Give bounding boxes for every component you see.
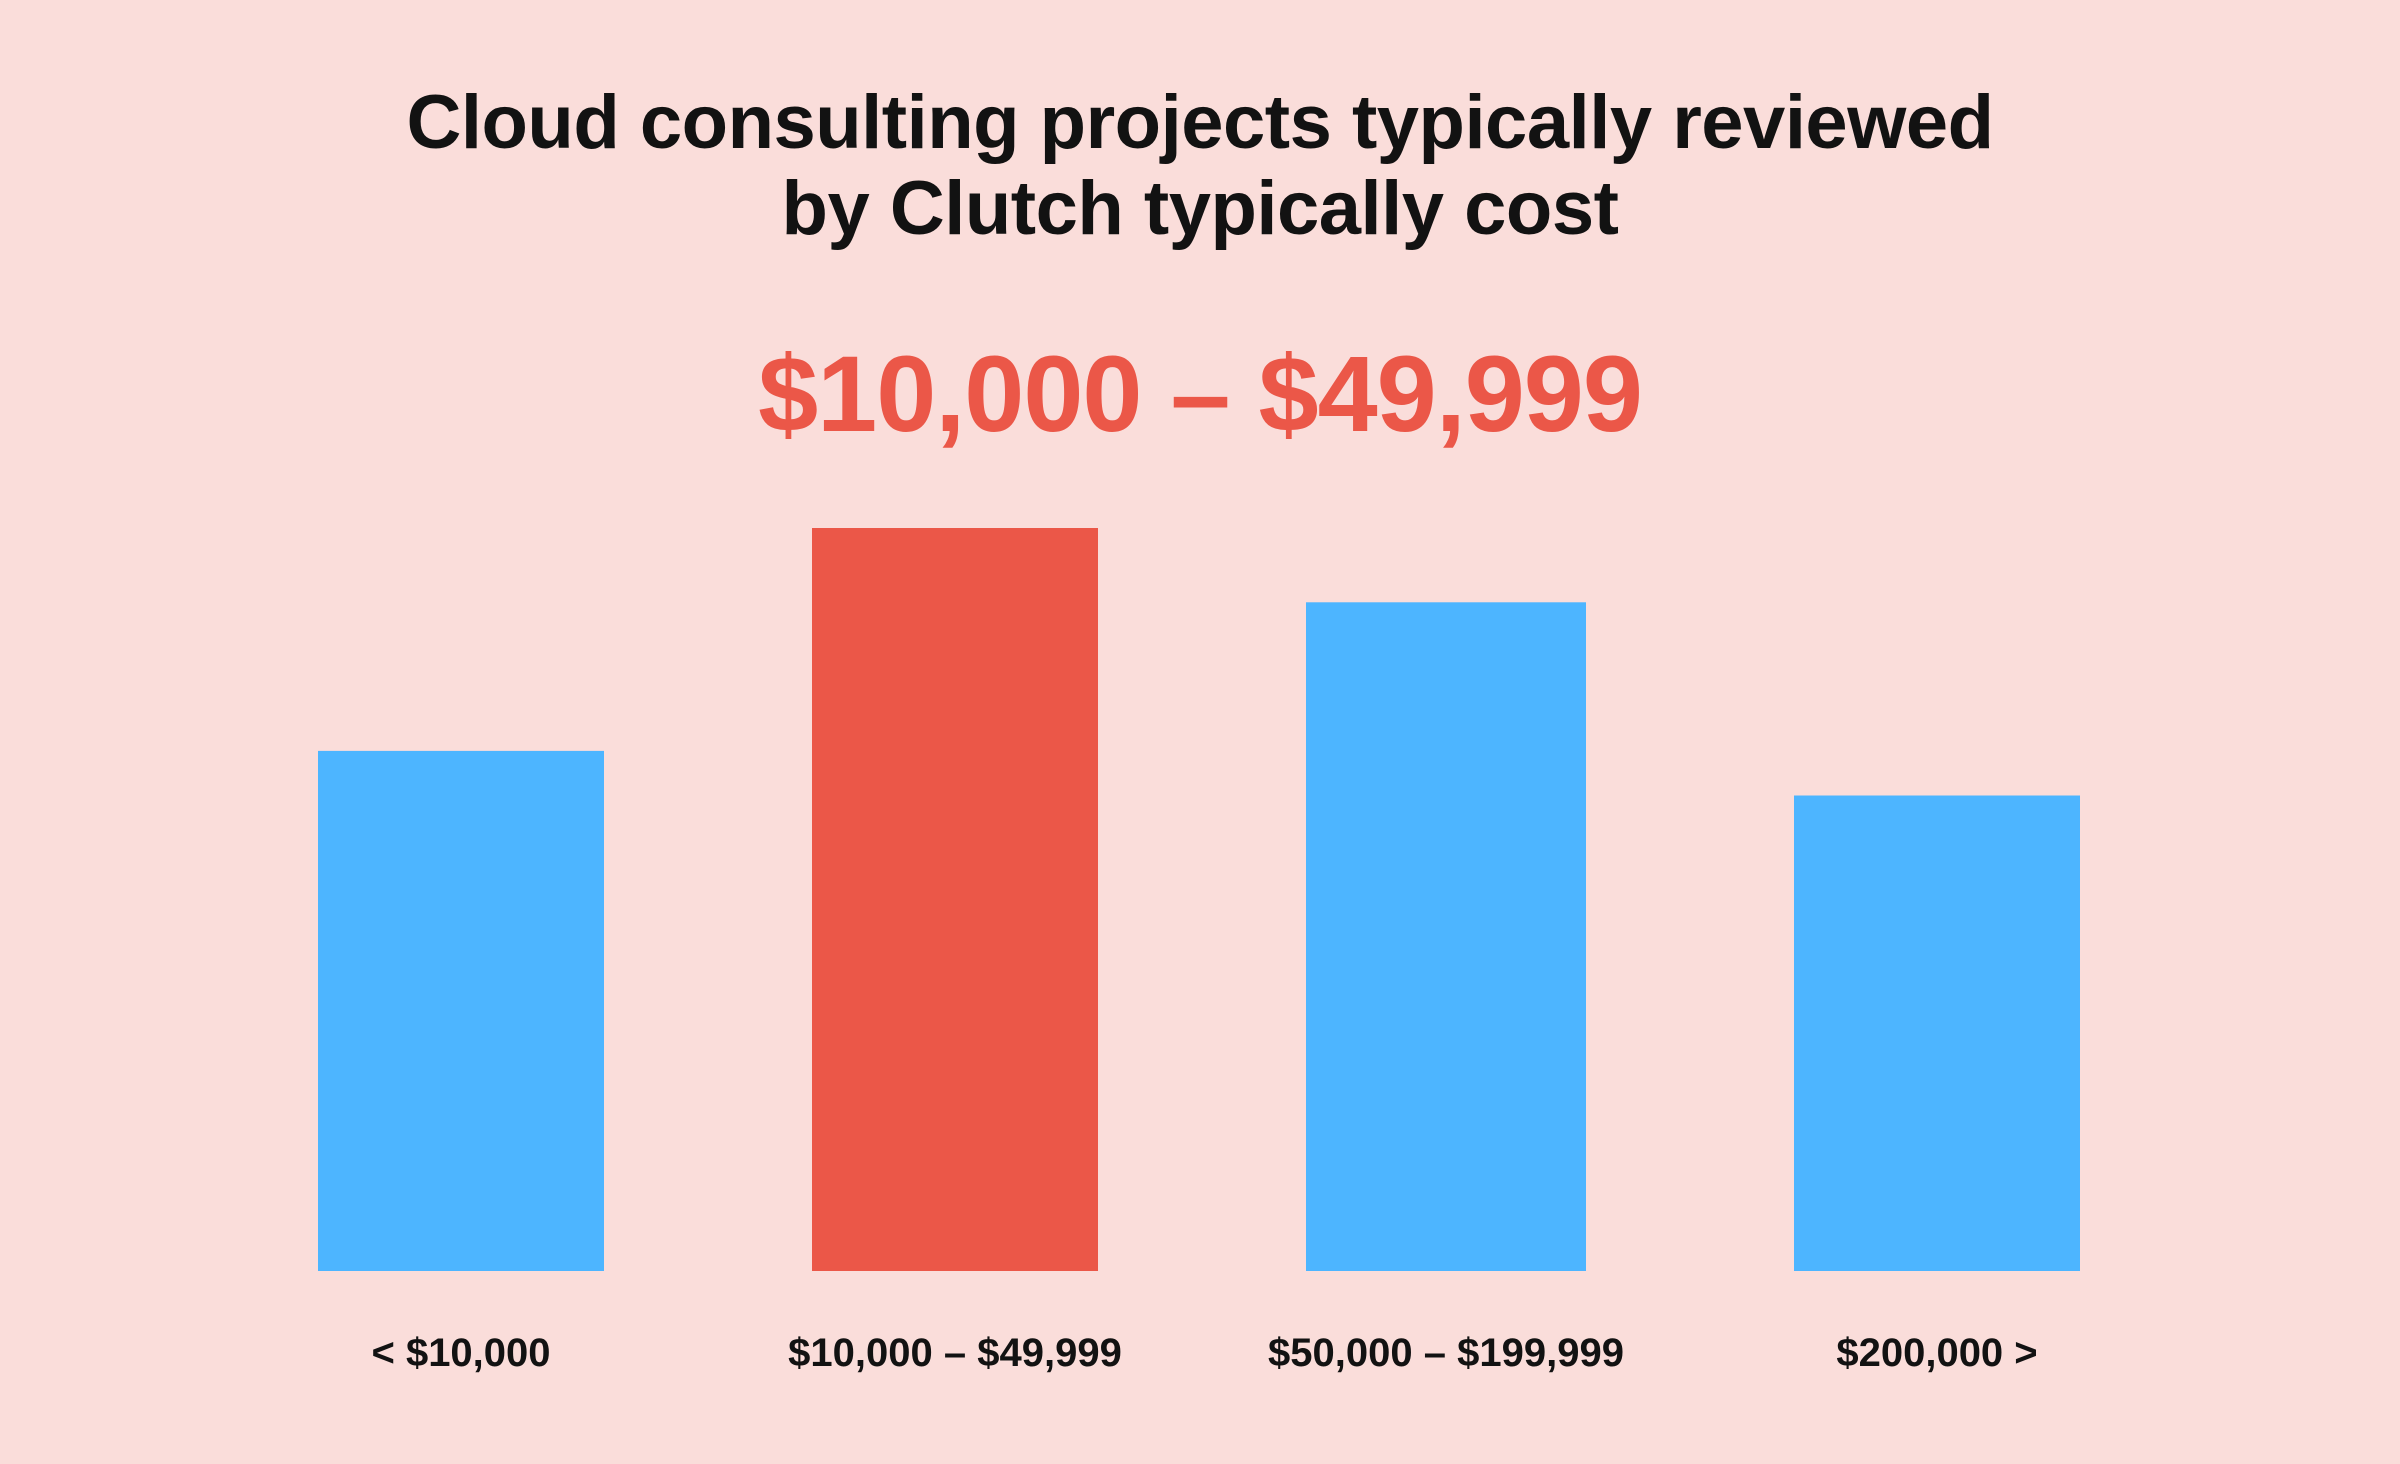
chart-title: Cloud consulting projects typically revi… (0, 80, 2400, 252)
tick-labels-group: < $10,000 $10,000 – $49,999 $50,000 – $199… (371, 1331, 2037, 1375)
bar-3 (1306, 602, 1586, 1271)
chart-title-line-2: by Clutch typically cost (781, 166, 1619, 251)
bar-1 (318, 750, 604, 1271)
x-tick-label-4: $200,000 > (1836, 1331, 2037, 1375)
x-tick-label-3: $50,000 – $199,999 (1268, 1331, 1624, 1375)
x-tick-label-1: < $10,000 (371, 1331, 550, 1375)
highlighted-range-label: $10,000 – $49,999 (758, 333, 1643, 454)
bar-4 (1794, 795, 2080, 1271)
chart-title-line-1: Cloud consulting projects typically revi… (406, 80, 1994, 165)
x-tick-label-2: $10,000 – $49,999 (788, 1331, 1122, 1375)
bar-2 (812, 528, 1098, 1271)
bars-group (318, 528, 2080, 1271)
